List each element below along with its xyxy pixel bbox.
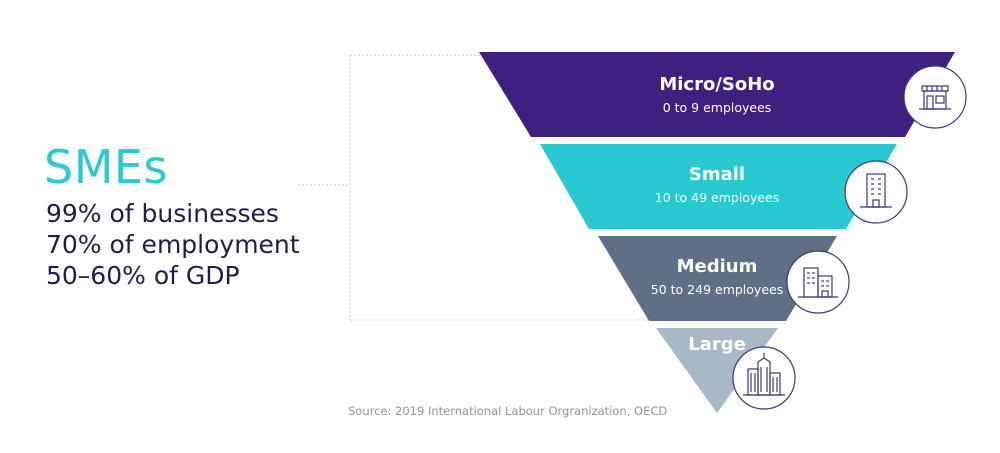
tier-medium-name: Medium bbox=[677, 256, 758, 277]
tier-large-band bbox=[656, 328, 778, 413]
stat-employment: 70% of employment bbox=[46, 230, 300, 259]
source-note: Source: 2019 International Labour Orgran… bbox=[348, 404, 668, 418]
stat-businesses: 99% of businesses bbox=[46, 199, 279, 228]
tier-small-name: Small bbox=[689, 164, 745, 185]
sme-stats: 99% of businesses 70% of employment 50–6… bbox=[46, 198, 300, 291]
tier-small-band bbox=[540, 144, 897, 229]
office-complex-icon bbox=[786, 250, 850, 314]
tier-large-name: Large bbox=[688, 334, 746, 355]
tier-medium-range: 50 to 249 employees bbox=[651, 282, 783, 297]
sme-title: SMEs bbox=[44, 140, 168, 194]
stat-gdp: 50–60% of GDP bbox=[46, 261, 240, 290]
skyscrapers-icon bbox=[732, 346, 796, 410]
tier-medium-band bbox=[598, 236, 837, 321]
storefront-icon bbox=[903, 65, 967, 129]
tier-small-range: 10 to 49 employees bbox=[655, 190, 780, 205]
tier-micro-range: 0 to 9 employees bbox=[663, 100, 772, 115]
office-building-icon bbox=[844, 160, 908, 224]
tier-micro-name: Micro/SoHo bbox=[659, 74, 774, 95]
dotted-bracket bbox=[298, 54, 655, 321]
tier-micro-band bbox=[479, 52, 955, 137]
